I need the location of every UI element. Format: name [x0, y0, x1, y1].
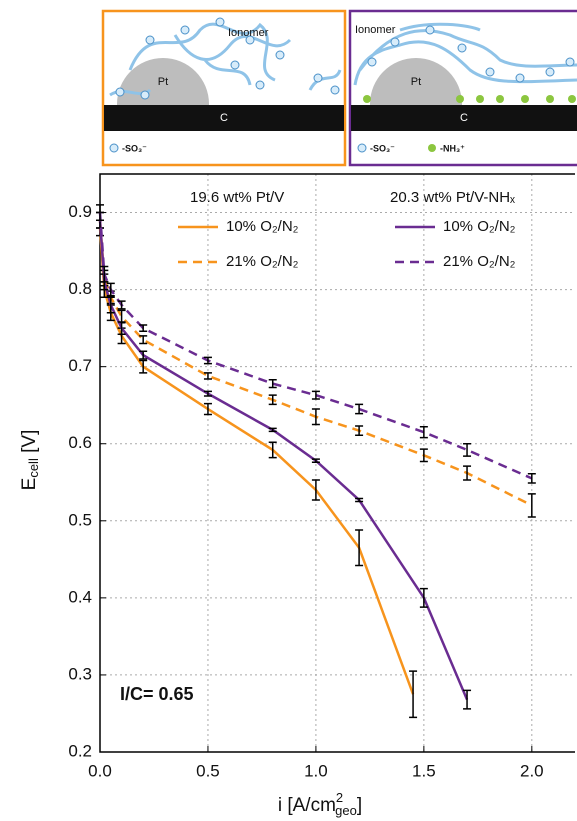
- legend-label: 10% O₂/N₂: [443, 218, 516, 235]
- error-bar: [355, 425, 364, 437]
- pt-label: Pt: [411, 76, 421, 88]
- series-line: [98, 220, 533, 507]
- error-bar: [203, 356, 212, 365]
- error-bar: [139, 350, 148, 360]
- error-bar: [268, 441, 277, 459]
- error-bar: [100, 265, 109, 283]
- x-label-sup: 2: [336, 790, 343, 805]
- y-label-main: E: [19, 478, 40, 491]
- legend-label: 21% O₂/N₂: [226, 253, 299, 270]
- pt-label: Pt: [158, 76, 168, 88]
- carbon-label: C: [460, 112, 468, 124]
- nh3-groups: [363, 95, 576, 103]
- y-tick-label: 0.8: [68, 279, 92, 298]
- x-tick-label: 1.5: [412, 761, 436, 780]
- error-bar: [409, 670, 418, 719]
- legend-label: 21% O₂/N₂: [443, 253, 516, 270]
- legend-label: 10% O₂/N₂: [226, 218, 299, 235]
- nh3-key: [428, 144, 436, 152]
- error-bar: [311, 408, 320, 426]
- error-bar: [311, 390, 320, 400]
- annotation: I/C= 0.65: [120, 684, 194, 704]
- error-bar: [419, 448, 428, 463]
- error-bar: [139, 359, 148, 374]
- error-bar: [463, 689, 472, 710]
- so3-key: [357, 143, 367, 153]
- y-tick-label: 0.2: [68, 741, 92, 760]
- x-tick-label: 1.0: [304, 761, 328, 780]
- y-tick-label: 0.9: [68, 202, 92, 221]
- error-bar: [463, 442, 472, 457]
- series-line: [98, 227, 415, 695]
- y-label-sub: cell: [26, 458, 41, 478]
- x-tick-label: 2.0: [520, 761, 544, 780]
- error-bar: [117, 300, 126, 310]
- pt-particle: [370, 58, 462, 105]
- so3-key-label: -SO₃⁻: [370, 143, 395, 153]
- so3-key: [109, 143, 119, 153]
- so3-key-label: -SO₃⁻: [122, 143, 147, 153]
- x-tick-label: 0.5: [196, 761, 220, 780]
- plot-frame: [99, 173, 575, 753]
- y-tick-label: 0.6: [68, 433, 92, 452]
- panel-border: [348, 9, 577, 167]
- ionomer: [353, 22, 577, 86]
- schematic-left: Ionomer Pt C -SO₃⁻: [101, 9, 347, 167]
- error-bar: [463, 465, 472, 481]
- error-bar: [268, 379, 277, 389]
- error-bar: [355, 403, 364, 415]
- error-bar: [268, 427, 277, 433]
- error-bar: [419, 426, 428, 439]
- y-label-unit: [V]: [19, 430, 40, 459]
- so3-groups: [115, 17, 340, 100]
- error-bar: [203, 402, 212, 416]
- ionomer-label: Ionomer: [355, 24, 396, 36]
- x-label-end: ]: [357, 795, 362, 816]
- ionomer-label: Ionomer: [228, 27, 269, 39]
- error-bar: [355, 497, 364, 503]
- error-bar: [139, 324, 148, 332]
- carbon-label: C: [220, 112, 228, 124]
- error-bar: [106, 296, 115, 314]
- error-bar: [106, 282, 115, 297]
- carbon-support: [104, 105, 344, 131]
- error-bar: [203, 372, 212, 380]
- y-axis-label: Ecell [V]: [19, 430, 41, 491]
- y-tick-label: 0.4: [68, 587, 92, 606]
- series-line: [98, 212, 533, 480]
- error-bar: [139, 335, 148, 345]
- legend-header: 20.3 wt% Pt/V-NHₓ: [390, 189, 515, 206]
- y-tick-label: 0.3: [68, 664, 92, 683]
- x-label-main: i [A/cm: [278, 795, 336, 816]
- carbon-support: [351, 105, 577, 131]
- error-bar: [311, 458, 320, 463]
- x-label-sub: geo: [335, 803, 357, 818]
- error-bar: [311, 479, 320, 501]
- x-axis-label: i [A/cm2 geo]: [278, 790, 362, 818]
- nh3-key-label: -NH₃⁺: [440, 143, 465, 153]
- error-bar: [117, 321, 126, 336]
- y-tick-label: 0.5: [68, 510, 92, 529]
- ionomer: [109, 22, 342, 97]
- legend-header: 19.6 wt% Pt/V: [190, 189, 284, 206]
- error-bar: [527, 473, 536, 484]
- error-bar: [355, 529, 364, 567]
- error-bar: [96, 204, 104, 221]
- y-tick-label: 0.7: [68, 356, 92, 375]
- error-bar: [268, 394, 277, 406]
- schematic-right: Ionomer Pt C -SO₃⁻ -NH₃⁺: [348, 9, 577, 167]
- error-bar: [527, 493, 536, 518]
- error-bar: [419, 587, 428, 608]
- so3-groups: [367, 25, 575, 83]
- error-bar: [203, 390, 212, 397]
- x-tick-label: 0.0: [88, 761, 112, 780]
